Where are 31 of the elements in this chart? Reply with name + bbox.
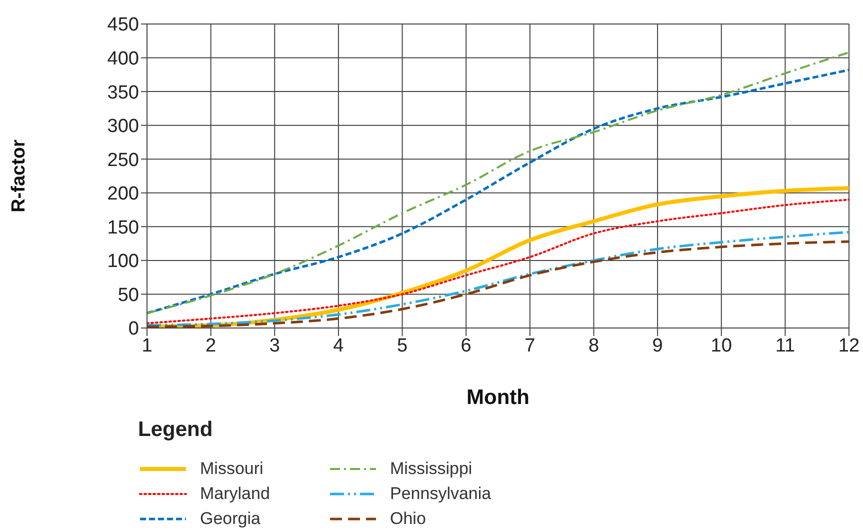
x-tick-label: 8 [588,335,600,356]
x-axis-title: Month [466,386,530,409]
y-axis-title: R-factor [8,138,30,212]
x-tick-label: 10 [710,335,732,356]
y-tick-label: 50 [118,284,139,306]
y-tick-label: 250 [107,150,139,171]
x-tick-label: 2 [206,335,216,356]
y-tick-label: 400 [107,48,139,70]
x-tick-label: 1 [142,335,152,356]
y-tick-label: 100 [107,251,139,272]
x-tick-label: 9 [652,335,663,356]
y-tick-label: 200 [107,184,139,205]
x-tick-label: 12 [838,335,860,356]
legend-label: Ohio [390,508,426,528]
x-tick-label: 5 [396,335,408,356]
legend-label: Mississippi [390,458,472,478]
legend-label: Maryland [200,484,270,504]
x-tick-label: 11 [775,335,796,356]
legend-title: Legend [138,418,214,442]
legend-label: Pennsylvania [390,484,492,504]
legend-label: Missouri [200,458,264,478]
y-tick-label: 0 [128,318,139,340]
y-tick-label: 300 [107,116,139,138]
legend-label: Georgia [200,508,260,528]
x-tick-label: 4 [333,335,344,356]
y-tick-label: 150 [107,217,139,238]
x-tick-label: 6 [460,335,472,356]
y-tick-label: 350 [107,82,139,104]
x-tick-label: 7 [524,335,536,356]
x-tick-label: 3 [269,335,280,356]
y-tick-label: 450 [107,14,139,36]
